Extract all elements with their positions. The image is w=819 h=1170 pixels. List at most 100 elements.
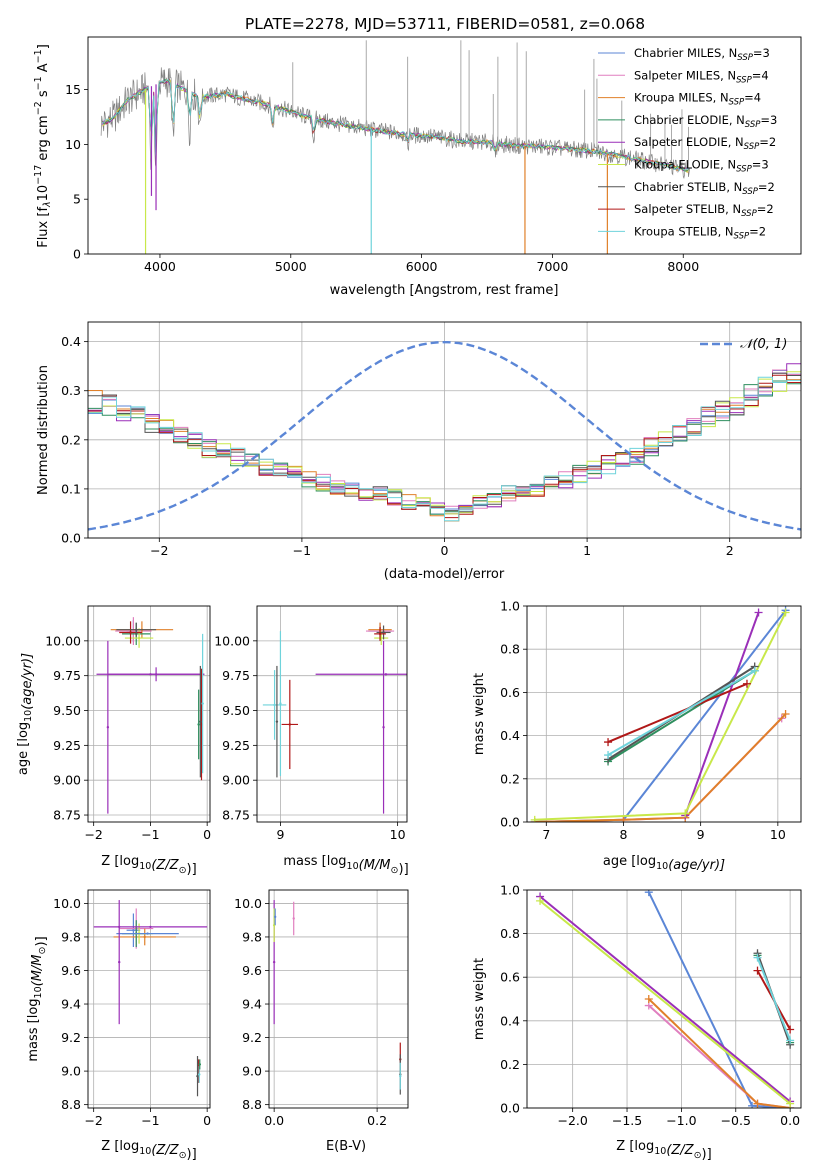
- y-tick-label: 0.8: [500, 926, 520, 941]
- data-point: [129, 631, 132, 634]
- y-tick-label: 9.00: [222, 773, 250, 788]
- series-line-kroupa_elodie: [539, 900, 791, 1105]
- x-tick-label: −2: [84, 1113, 102, 1128]
- y-tick-label: 0.3: [61, 383, 81, 398]
- y-tick-label: 9.50: [53, 703, 81, 718]
- legend-entry: Kroupa STELIB, NSSP=2: [634, 224, 766, 241]
- y-tick-label: 9.4: [242, 997, 262, 1012]
- data-point: [382, 631, 385, 634]
- y-tick-label: 0.2: [500, 1057, 520, 1072]
- residuals-histogram-panel: −2 −1 0 1 2 0.0 0.1 0.2 0.3 0.4 𝒩(0, 1) (data-model…: [36, 321, 802, 582]
- data-point: [382, 726, 385, 729]
- histogram-salpeter_elodie: [88, 363, 801, 515]
- mass-weight-vs-metallicity-panel: −2.0 −1.5 −1.0 −0.5 0.0 0.0 0.2 0.4 0.6 0.8 1.0 mas…: [472, 883, 802, 1162]
- data-point: [106, 726, 110, 729]
- model-spectrum-kroupa_stelib: [102, 79, 689, 172]
- axes-frame: [256, 605, 408, 823]
- x-tick-label: 10: [770, 827, 786, 842]
- y-tick-label: 0.6: [500, 970, 520, 985]
- x-tick-label: 4000: [144, 259, 176, 274]
- y-tick-label: 0.2: [61, 432, 81, 447]
- data-point: [292, 917, 295, 920]
- plus-marker: [786, 1025, 795, 1034]
- figure-title: PLATE=2278, MJD=53711, FIBERID=0581, z=0…: [245, 15, 645, 33]
- data-point: [197, 723, 200, 726]
- x-tick-label: 7000: [537, 259, 569, 274]
- data-point: [132, 629, 135, 633]
- axes-frame: [87, 321, 802, 539]
- axes-frame: [526, 605, 802, 823]
- x-tick-label: 0: [203, 827, 211, 842]
- plus-marker: [644, 995, 653, 1003]
- y-tick-label: 10: [65, 137, 81, 152]
- plus-marker: [681, 809, 690, 818]
- data-point: [273, 915, 277, 919]
- plus-marker: [619, 815, 628, 822]
- plus-marker: [530, 815, 539, 822]
- x-axis-label: E(B-V): [326, 1139, 366, 1154]
- spectrum-panel: 4000 5000 6000 7000 8000 0 5 10 15 Chabrier MILES…: [33, 36, 802, 298]
- y-tick-label: 9.8: [242, 929, 262, 944]
- series-line-kroupa_stelib: [756, 957, 792, 1041]
- x-tick-label: −1.0: [666, 1113, 696, 1128]
- x-axis-label: Z [log10(Z/Z⊙)]: [616, 1139, 711, 1162]
- x-tick-label: 0.2: [367, 1113, 387, 1128]
- axes-frame: [526, 889, 802, 1109]
- x-tick-label: 0: [203, 1113, 211, 1128]
- y-tick-label: 9.75: [222, 668, 250, 683]
- series-line-kroupa_miles: [534, 713, 787, 822]
- mass-weight-vs-age-panel: 7 8 9 10 0.0 0.2 0.4 0.6 0.8 1.0 mass weight age [l…: [472, 599, 802, 873]
- data-point: [275, 720, 279, 723]
- x-axis-label: Z [log10(Z/Z⊙)]: [101, 854, 196, 877]
- series-line-salpeter_stelib: [607, 682, 748, 744]
- plot-area: [96, 617, 205, 814]
- legend-entry: Salpeter MILES, NSSP=4: [634, 68, 769, 85]
- data-point: [149, 673, 152, 676]
- data-point: [198, 1073, 201, 1076]
- x-tick-label: 0: [441, 543, 449, 558]
- x-tick-label: 0.0: [264, 1113, 284, 1128]
- x-tick-label: 7: [542, 827, 550, 842]
- y-tick-label: 9.6: [242, 963, 262, 978]
- y-tick-label: 9.6: [61, 963, 81, 978]
- data-point: [118, 960, 121, 964]
- y-tick-label: 5: [73, 192, 81, 207]
- y-tick-label: 0.6: [500, 685, 520, 700]
- plot-area: [536, 890, 795, 1108]
- plot-area: [262, 622, 407, 814]
- y-tick-label: 10.00: [45, 633, 81, 648]
- data-point: [288, 723, 292, 726]
- axes-frame: [268, 889, 409, 1109]
- plot-area: [88, 341, 801, 531]
- data-point: [399, 1074, 402, 1078]
- y-tick-label: 9.50: [222, 703, 250, 718]
- plot-area: [93, 900, 208, 1097]
- data-point: [137, 636, 141, 640]
- y-tick-label: 9.0: [61, 1064, 81, 1079]
- y-tick-label: 8.75: [222, 808, 250, 823]
- plus-marker: [753, 953, 762, 962]
- legend-entry: Salpeter STELIB, NSSP=2: [634, 202, 774, 219]
- age-vs-metallicity-panel: −2 −1 0 8.75 9.00 9.25 9.50 9.75 10.00 Z [log10(Z…: [16, 605, 211, 877]
- x-axis-label: age [log10(age/yr)]: [603, 854, 725, 873]
- data-point: [143, 935, 146, 939]
- x-tick-label: −2.0: [557, 1113, 587, 1128]
- legend-entry: Chabrier ELODIE, NSSP=3: [634, 113, 777, 130]
- plus-marker: [604, 738, 613, 747]
- x-tick-label: 8000: [667, 259, 699, 274]
- plus-marker: [536, 896, 545, 905]
- plus-marker: [781, 710, 790, 718]
- y-tick-label: 9.4: [61, 997, 81, 1012]
- data-point: [198, 1063, 201, 1066]
- x-axis-label: Z [log10(Z/Z⊙)]: [101, 1139, 196, 1162]
- mass-vs-extinction-panel: 0.0 0.2 8.8 9.0 9.2 9.4 9.6 9.8 10.0 E(B-V): [234, 889, 409, 1154]
- legend-entry: Chabrier MILES, NSSP=3: [634, 46, 770, 63]
- x-axis-label: (data-model)/error: [384, 567, 505, 582]
- y-axis-label: mass weight: [472, 673, 487, 755]
- y-tick-label: 9.25: [53, 738, 81, 753]
- y-tick-label: 0.0: [500, 815, 520, 830]
- x-axis-label: mass [log10(M/M⊙)]: [283, 854, 408, 877]
- y-tick-label: 15: [65, 82, 81, 97]
- x-tick-label: −1.5: [612, 1113, 642, 1128]
